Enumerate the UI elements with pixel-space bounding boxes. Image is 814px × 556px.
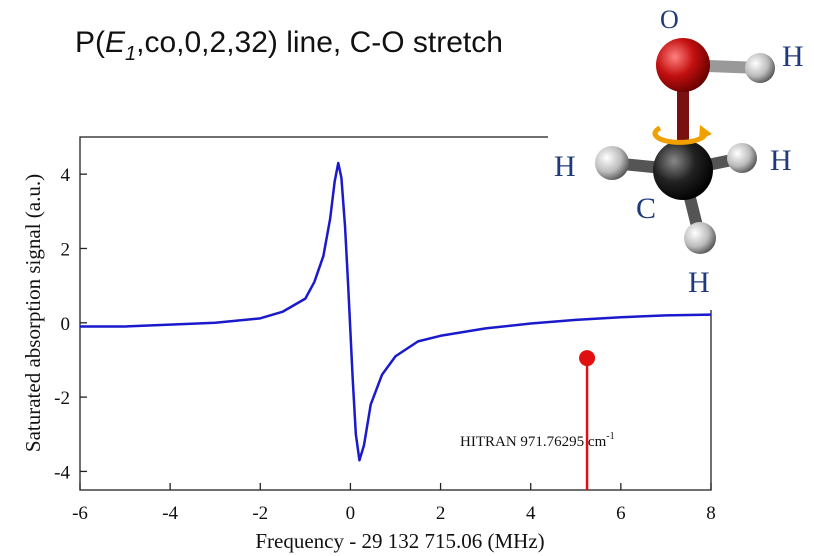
title-part: P( xyxy=(75,26,105,59)
x-tick-label: -6 xyxy=(72,503,88,524)
chart-title: P(E1,co,0,2,32) line, C-O stretch xyxy=(75,26,503,65)
x-axis-label: Frequency - 29 132 715.06 (MHz) xyxy=(255,529,544,553)
y-tick-label: 0 xyxy=(61,314,71,335)
atom xyxy=(727,143,757,173)
reference-marker xyxy=(579,350,595,366)
reference-label-sup: -1 xyxy=(606,431,614,442)
page: P(E1,co,0,2,32) line, C-O stretch Freque… xyxy=(0,0,814,556)
y-axis-label: Saturated absorption signal (a.u.) xyxy=(21,174,45,452)
atom-label: C xyxy=(636,192,656,225)
reference-label-text: HITRAN 971.76295 cm xyxy=(460,434,607,450)
atom xyxy=(684,222,716,254)
title-part: 1 xyxy=(125,43,136,65)
atom-label: H xyxy=(782,40,804,73)
y-tick-label: -2 xyxy=(54,388,70,409)
chart: P(E1,co,0,2,32) line, C-O stretch Freque… xyxy=(0,0,814,556)
title-part: E xyxy=(105,26,126,59)
atom-label: H xyxy=(554,150,576,183)
x-tick-label: 6 xyxy=(616,503,626,524)
x-tick-label: 4 xyxy=(526,503,536,524)
y-tick-label: 4 xyxy=(61,165,71,186)
atom xyxy=(656,38,710,92)
atom xyxy=(595,146,629,180)
x-tick-label: 8 xyxy=(706,503,716,524)
x-tick-label: 2 xyxy=(436,503,446,524)
atom-label: H xyxy=(688,266,710,299)
x-tick-label: -4 xyxy=(162,503,178,524)
x-tick-label: 0 xyxy=(346,503,356,524)
y-tick-label: -4 xyxy=(54,462,70,483)
atom-label: H xyxy=(770,144,792,177)
molecule: O H H H C H xyxy=(548,5,814,310)
atom xyxy=(745,53,775,83)
atom xyxy=(653,140,713,200)
x-tick-label: -2 xyxy=(252,503,268,524)
reference-label: HITRAN 971.76295 cm-1 xyxy=(460,431,615,450)
title-part: ,co,0,2,32) line, C-O stretch xyxy=(136,26,503,59)
atom-label: O xyxy=(660,5,679,34)
y-tick-label: 2 xyxy=(61,239,71,260)
